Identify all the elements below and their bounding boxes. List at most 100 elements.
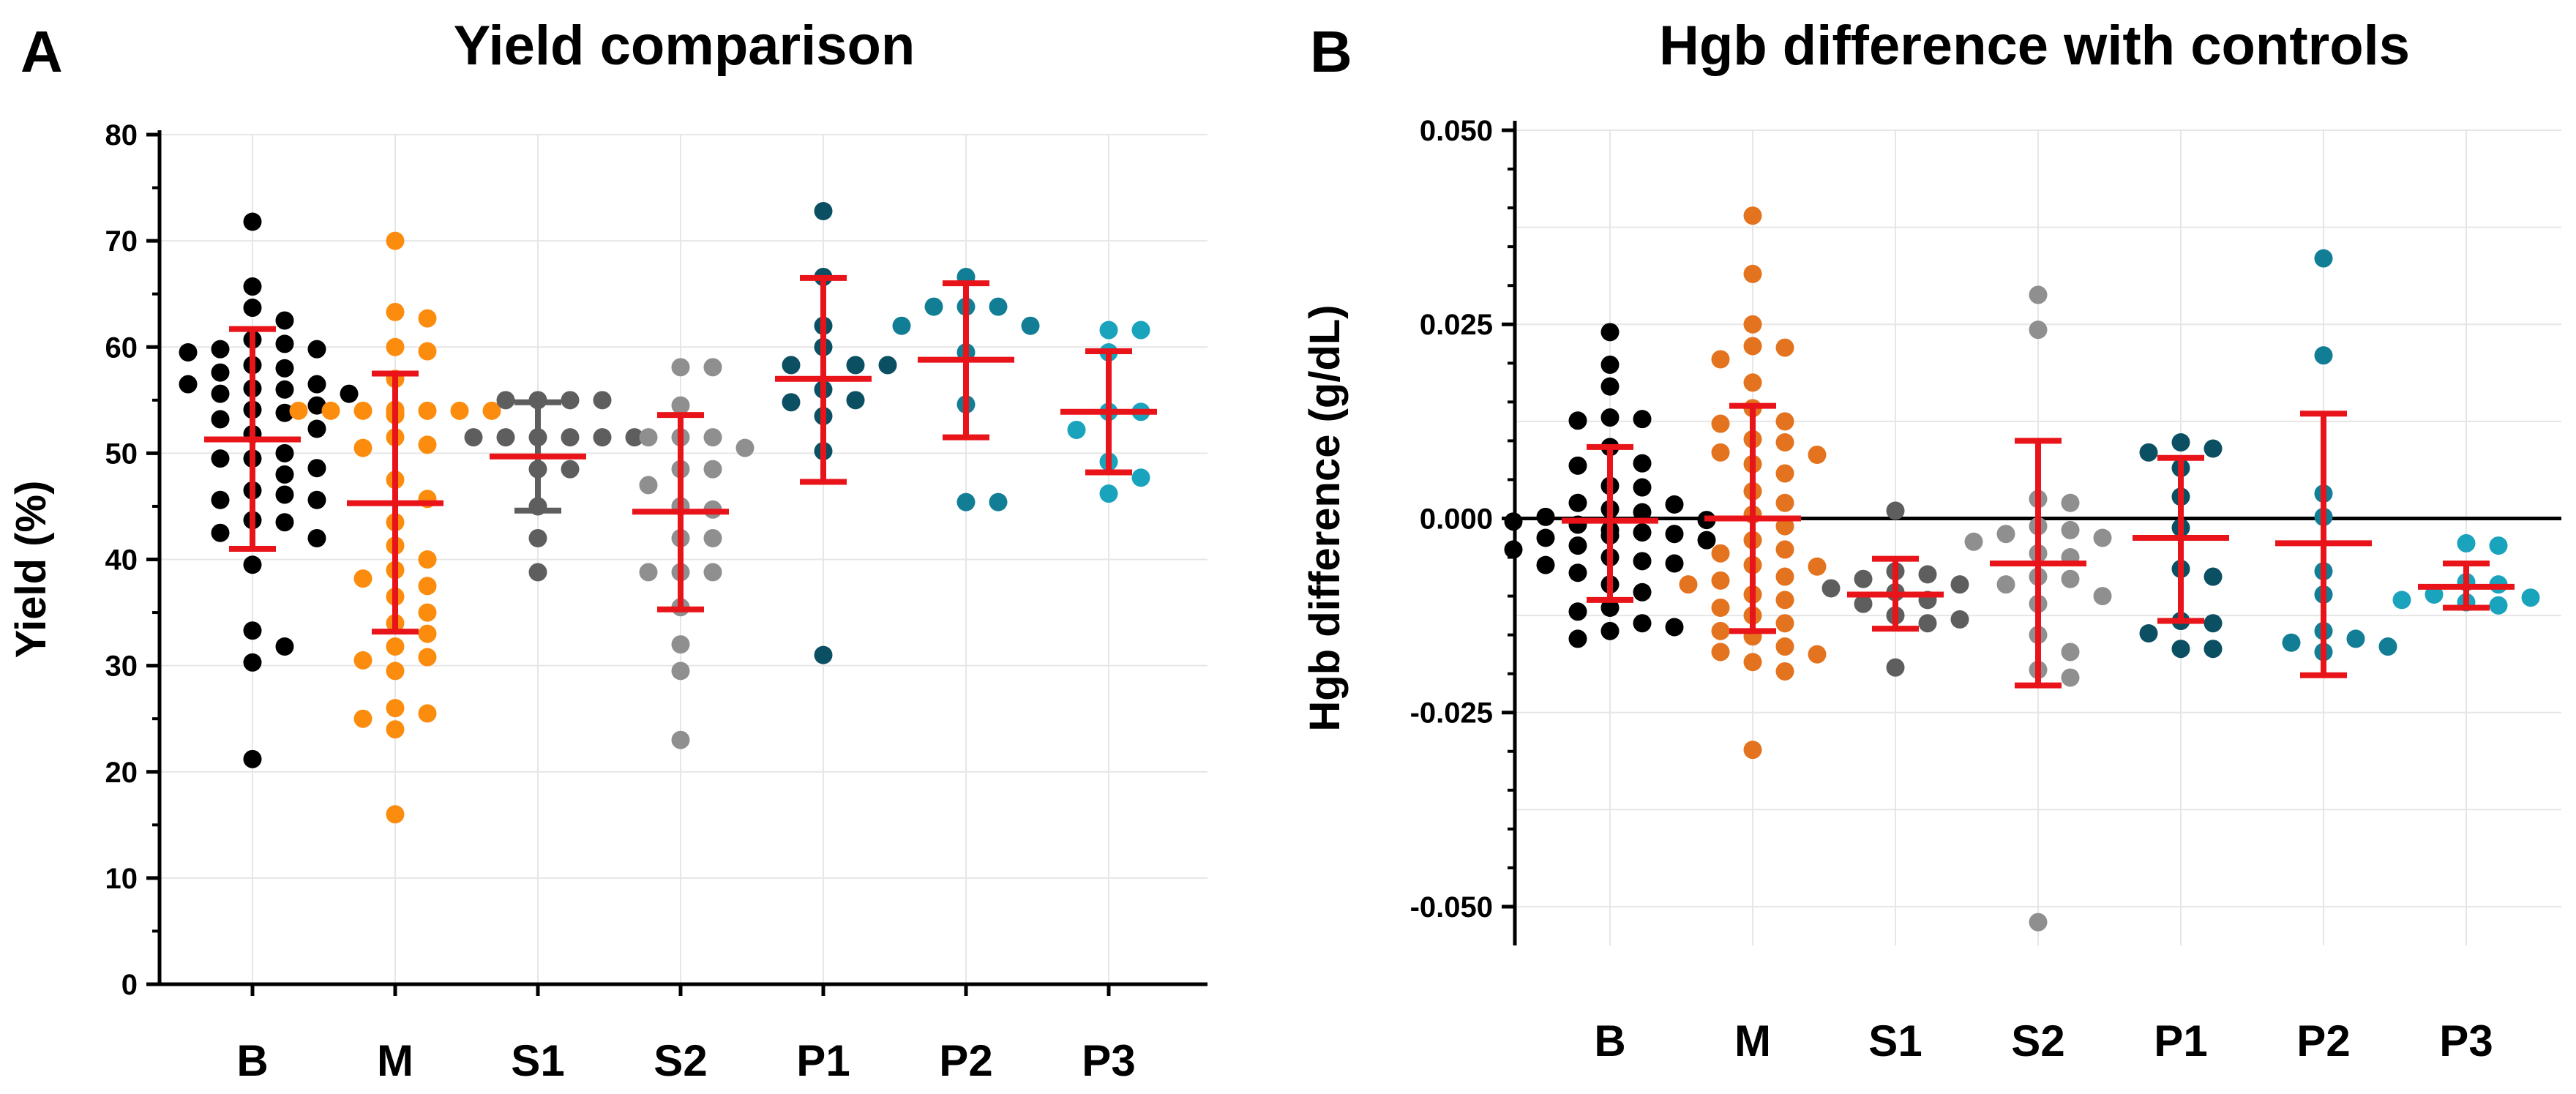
x-tick-label-p2: P2 [2296, 1016, 2350, 1065]
data-point-m [386, 699, 405, 718]
data-point-b [275, 334, 294, 353]
data-point-p2 [2378, 637, 2397, 656]
data-point-p2 [924, 297, 943, 316]
data-point-m [386, 337, 405, 356]
data-point-b [1665, 495, 1684, 514]
data-point-m [289, 401, 308, 420]
data-point-m [1743, 337, 1762, 356]
data-point-m [1775, 637, 1794, 656]
data-point-s1 [1854, 569, 1873, 588]
data-point-p2 [892, 316, 911, 335]
data-point-m [418, 577, 437, 596]
data-point-p1 [2139, 443, 2158, 462]
data-point-b [275, 637, 294, 656]
x-tick-label-p2: P2 [939, 1036, 992, 1085]
data-point-m [1711, 443, 1730, 462]
data-point-b [307, 490, 326, 509]
data-point-b [243, 653, 262, 672]
data-point-s2 [2093, 528, 2112, 547]
x-tick-label-b: B [236, 1036, 268, 1085]
data-point-s1 [1821, 579, 1841, 598]
data-point-s2 [639, 428, 658, 447]
x-tick-label-m: M [1734, 1016, 1771, 1065]
data-point-s1 [496, 428, 515, 447]
data-point-m [418, 342, 437, 361]
data-point-m [1711, 414, 1730, 433]
data-point-b [275, 403, 294, 422]
x-tick-label-p3: P3 [2439, 1016, 2493, 1065]
data-point-b [307, 419, 326, 438]
data-point-b [1600, 355, 1620, 374]
y-tick-label: 0.025 [1420, 309, 1493, 341]
panel-b-x-tick-labels: B M S1 S2 P1 P2 P3 [1594, 1016, 2493, 1065]
data-point-m [1711, 544, 1730, 563]
data-point-s2 [703, 428, 722, 447]
data-point-b [1536, 507, 1555, 526]
data-point-s1 [496, 391, 515, 410]
data-point-p1 [878, 356, 897, 375]
data-point-b [275, 465, 294, 484]
data-point-m [386, 662, 405, 681]
data-point-b [1568, 493, 1587, 512]
data-point-m [1775, 493, 1794, 512]
data-point-s2 [703, 528, 722, 547]
data-point-m [1711, 571, 1730, 590]
data-point-p1 [2204, 614, 2223, 633]
y-tick-label: -0.025 [1410, 697, 1493, 730]
data-point-b [1568, 563, 1587, 582]
data-point-b [243, 277, 262, 296]
y-tick-label: 80 [105, 119, 138, 151]
data-point-s2 [1996, 575, 2015, 594]
data-point-p2 [2282, 633, 2301, 652]
data-point-s1 [1854, 594, 1873, 613]
data-point-p3 [2457, 533, 2476, 552]
data-point-p3 [1099, 321, 1118, 340]
panel-b-ylabel: Hgb difference (g/dL) [1301, 304, 1349, 731]
data-point-m [1775, 540, 1794, 559]
data-point-p1 [846, 356, 865, 375]
data-point-s2 [703, 460, 722, 479]
data-point-b [211, 340, 230, 359]
data-point-p2 [989, 297, 1008, 316]
data-point-s2 [671, 358, 690, 377]
x-tick-label-s1: S1 [511, 1036, 564, 1085]
data-point-s1 [593, 391, 612, 410]
data-point-p1 [782, 356, 801, 375]
data-point-p2 [1021, 316, 1040, 335]
data-point-s1 [1918, 565, 1937, 584]
data-point-b [1633, 454, 1652, 473]
data-point-b [1504, 512, 1523, 531]
data-point-b [1568, 456, 1587, 475]
data-point-m [482, 401, 501, 420]
data-point-m [1743, 373, 1762, 392]
data-point-p2 [2314, 346, 2333, 365]
data-point-s2 [2029, 321, 2048, 340]
y-tick-label: 10 [105, 863, 138, 895]
data-point-s1 [561, 428, 580, 447]
y-tick-label: 20 [105, 757, 138, 789]
data-point-p3 [1131, 468, 1150, 487]
data-point-b [1633, 523, 1652, 542]
panel-a-title: Yield comparison [454, 15, 916, 77]
data-point-p3 [1131, 321, 1150, 340]
data-point-s2 [2093, 587, 2112, 606]
data-point-b [1600, 598, 1620, 617]
data-point-m [1743, 653, 1762, 672]
panel-a-error-bars [204, 274, 1157, 635]
data-point-s2 [1996, 525, 2015, 544]
data-point-m [1775, 662, 1794, 681]
data-point-m [386, 720, 405, 739]
data-point-p3 [2521, 588, 2540, 607]
data-point-s2 [639, 476, 658, 495]
data-point-m [450, 401, 469, 420]
data-point-s1 [528, 528, 547, 547]
data-point-p1 [2139, 623, 2158, 642]
data-point-m [1775, 433, 1794, 452]
data-point-m [1711, 621, 1730, 640]
data-point-p3 [2489, 536, 2508, 555]
data-point-b [1568, 629, 1587, 648]
data-point-b [275, 485, 294, 504]
data-point-m [353, 401, 372, 420]
data-point-b [1600, 408, 1620, 427]
data-point-m [386, 302, 405, 321]
